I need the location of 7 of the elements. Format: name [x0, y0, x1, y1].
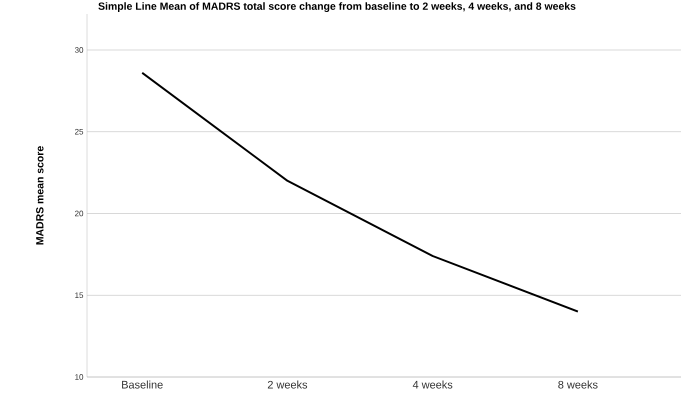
x-tick-label: 8 weeks [558, 380, 598, 389]
line-series [141, 72, 579, 313]
x-tick-label: 2 weeks [268, 380, 308, 389]
x-tick-label: 4 weeks [412, 380, 452, 389]
chart-title: Simple Line Mean of MADRS total score change from baseline to 2 weeks, 4 weeks, and 8 weeks [98, 2, 576, 12]
x-tick-label: Baseline [122, 380, 163, 389]
y-axis-title: MADRS mean score [36, 146, 44, 244]
